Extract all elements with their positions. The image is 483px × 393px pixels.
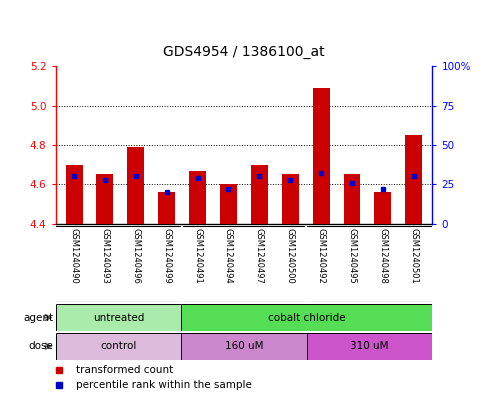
Text: 310 uM: 310 uM bbox=[350, 341, 389, 351]
Bar bbox=[405, 135, 422, 224]
Bar bbox=[251, 165, 268, 224]
Bar bbox=[56, 333, 181, 360]
Bar bbox=[181, 333, 307, 360]
Bar bbox=[374, 192, 391, 224]
Text: GSM1240491: GSM1240491 bbox=[193, 228, 202, 284]
Text: untreated: untreated bbox=[93, 312, 144, 323]
Text: cobalt chloride: cobalt chloride bbox=[268, 312, 345, 323]
Text: GSM1240494: GSM1240494 bbox=[224, 228, 233, 284]
Bar bbox=[56, 304, 181, 331]
Text: GSM1240492: GSM1240492 bbox=[317, 228, 326, 284]
Bar bbox=[158, 192, 175, 224]
Text: 160 uM: 160 uM bbox=[225, 341, 263, 351]
Text: GSM1240497: GSM1240497 bbox=[255, 228, 264, 284]
Bar bbox=[66, 165, 83, 224]
Text: GSM1240498: GSM1240498 bbox=[378, 228, 387, 284]
Bar bbox=[189, 171, 206, 224]
Bar bbox=[97, 174, 114, 224]
Text: GDS4954 / 1386100_at: GDS4954 / 1386100_at bbox=[163, 44, 325, 59]
Bar bbox=[181, 304, 432, 331]
Text: dose: dose bbox=[28, 341, 53, 351]
Text: GSM1240500: GSM1240500 bbox=[286, 228, 295, 284]
Text: agent: agent bbox=[23, 312, 53, 323]
Bar bbox=[128, 147, 144, 224]
Text: percentile rank within the sample: percentile rank within the sample bbox=[76, 380, 252, 389]
Text: control: control bbox=[100, 341, 137, 351]
Text: GSM1240490: GSM1240490 bbox=[70, 228, 79, 284]
Bar bbox=[343, 174, 360, 224]
Text: GSM1240499: GSM1240499 bbox=[162, 228, 171, 284]
Text: GSM1240496: GSM1240496 bbox=[131, 228, 141, 284]
Text: GSM1240493: GSM1240493 bbox=[100, 228, 110, 284]
Bar bbox=[313, 88, 329, 224]
Bar bbox=[220, 184, 237, 224]
Bar bbox=[307, 333, 432, 360]
Bar bbox=[282, 174, 298, 224]
Text: GSM1240495: GSM1240495 bbox=[347, 228, 356, 284]
Text: transformed count: transformed count bbox=[76, 365, 173, 375]
Text: GSM1240501: GSM1240501 bbox=[409, 228, 418, 284]
